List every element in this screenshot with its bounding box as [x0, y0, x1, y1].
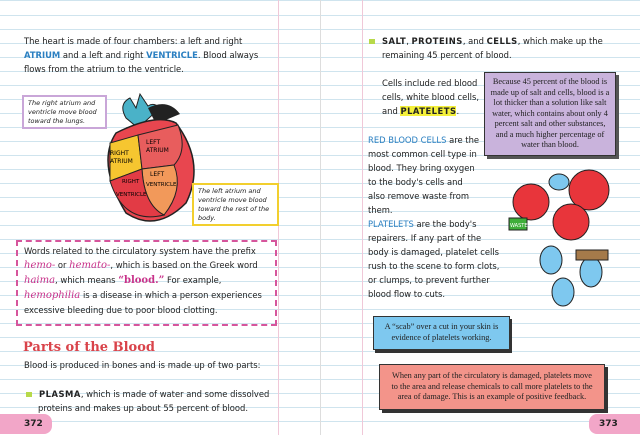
- svg-text:ATRIUM: ATRIUM: [110, 158, 133, 165]
- label-left-ventricle: LEFT: [150, 171, 164, 178]
- callout-right-side: The right atrium and ventricle move bloo…: [22, 95, 107, 129]
- svg-text:VENTRICLE: VENTRICLE: [146, 182, 177, 188]
- box-text: Words related to the circulatory system …: [24, 246, 256, 256]
- text: are the body's repairers. If any part of…: [368, 219, 500, 299]
- intro-text: flows from the atrium to the ventricle.: [24, 64, 184, 74]
- intro-paragraph: The heart is made of four chambers: a le…: [24, 34, 274, 76]
- cells-include-text: Cells include red blood cells, white blo…: [382, 76, 482, 118]
- text: are the most common cell type in blood. …: [368, 135, 480, 215]
- box-text: , which means: [55, 275, 116, 285]
- prefix-info-box: Words related to the circulatory system …: [16, 240, 277, 326]
- platelets-paragraph: PLATELETS are the body's repairers. If a…: [368, 217, 500, 301]
- label-right-ventricle: RIGHT: [122, 179, 140, 185]
- term-platelets: PLATELETS: [400, 106, 457, 116]
- term-cells: CELLS: [486, 36, 518, 46]
- intro-text: and a left and right: [62, 50, 144, 60]
- box-text: is a disease in which a person experienc…: [24, 290, 262, 315]
- term-salt: SALT: [382, 36, 407, 46]
- term-hemophilia: hemophilia: [24, 290, 81, 301]
- term-platelets: PLATELETS: [368, 219, 414, 229]
- term-plasma: PLASMA: [39, 389, 81, 399]
- right-page: SALT, PROTEINS, and CELLS, which make up…: [320, 0, 640, 435]
- salt-bullet: SALT, PROTEINS, and CELLS, which make up…: [369, 34, 609, 62]
- box-text: , which is based on the Greek word: [110, 260, 258, 270]
- text: Cells include red blood cells, white blo…: [382, 78, 479, 116]
- page-number: 372: [0, 414, 52, 434]
- text: .: [456, 106, 460, 116]
- term-haima: haima: [24, 275, 56, 286]
- plasma-text: , which is made of water and some dissol…: [38, 389, 270, 413]
- blood-cells-illustration: WASTE: [508, 169, 610, 307]
- term-proteins: PROTEINS: [411, 36, 463, 46]
- term-blood: “blood.”: [118, 275, 165, 286]
- margin-line: [362, 0, 363, 435]
- bullet-icon: [369, 39, 375, 44]
- box-text: For example,: [167, 275, 222, 285]
- left-page: The heart is made of four chambers: a le…: [0, 0, 320, 435]
- intro-text: . Blood always: [197, 50, 259, 60]
- svg-text:VENTRICLE: VENTRICLE: [116, 192, 147, 198]
- box-text: or: [57, 260, 67, 270]
- intro-text: The heart is made of four chambers: a le…: [24, 36, 243, 46]
- label-left-atrium: LEFT: [146, 139, 160, 146]
- page-number: 373: [589, 414, 640, 434]
- term-hemo: hemo-: [24, 260, 56, 271]
- waste-label: WASTE: [510, 223, 527, 229]
- label-right-atrium: RIGHT: [110, 150, 129, 157]
- scab-info-box: A “scab” over a cut in your skin is evid…: [373, 316, 510, 350]
- purple-info-box: Because 45 percent of the blood is made …: [484, 72, 616, 156]
- section-heading: Parts of the Blood: [23, 340, 155, 355]
- text: , and: [462, 36, 484, 46]
- feedback-info-box: When any part of the circulatory is dama…: [379, 364, 605, 410]
- text: , which make up the remaining 45 percent…: [382, 36, 603, 60]
- term-hemato: hemato-: [69, 260, 111, 271]
- rbc-paragraph: RED BLOOD CELLS are the most common cell…: [368, 133, 480, 217]
- heart-illustration: RIGHT ATRIUM LEFT ATRIUM LEFT VENTRICLE …: [107, 92, 195, 222]
- svg-text:ATRIUM: ATRIUM: [146, 147, 169, 154]
- plasma-bullet: PLASMA, which is made of water and some …: [26, 387, 276, 415]
- term-ventricle: VENTRICLE: [146, 50, 198, 60]
- term-atrium: ATRIUM: [24, 50, 61, 60]
- text: ,: [406, 36, 409, 46]
- term-red-blood-cells: RED BLOOD CELLS: [368, 135, 447, 145]
- parts-intro: Blood is produced in bones and is made u…: [24, 360, 261, 370]
- callout-left-side: The left atrium and ventricle move blood…: [192, 183, 279, 226]
- bullet-icon: [26, 392, 32, 397]
